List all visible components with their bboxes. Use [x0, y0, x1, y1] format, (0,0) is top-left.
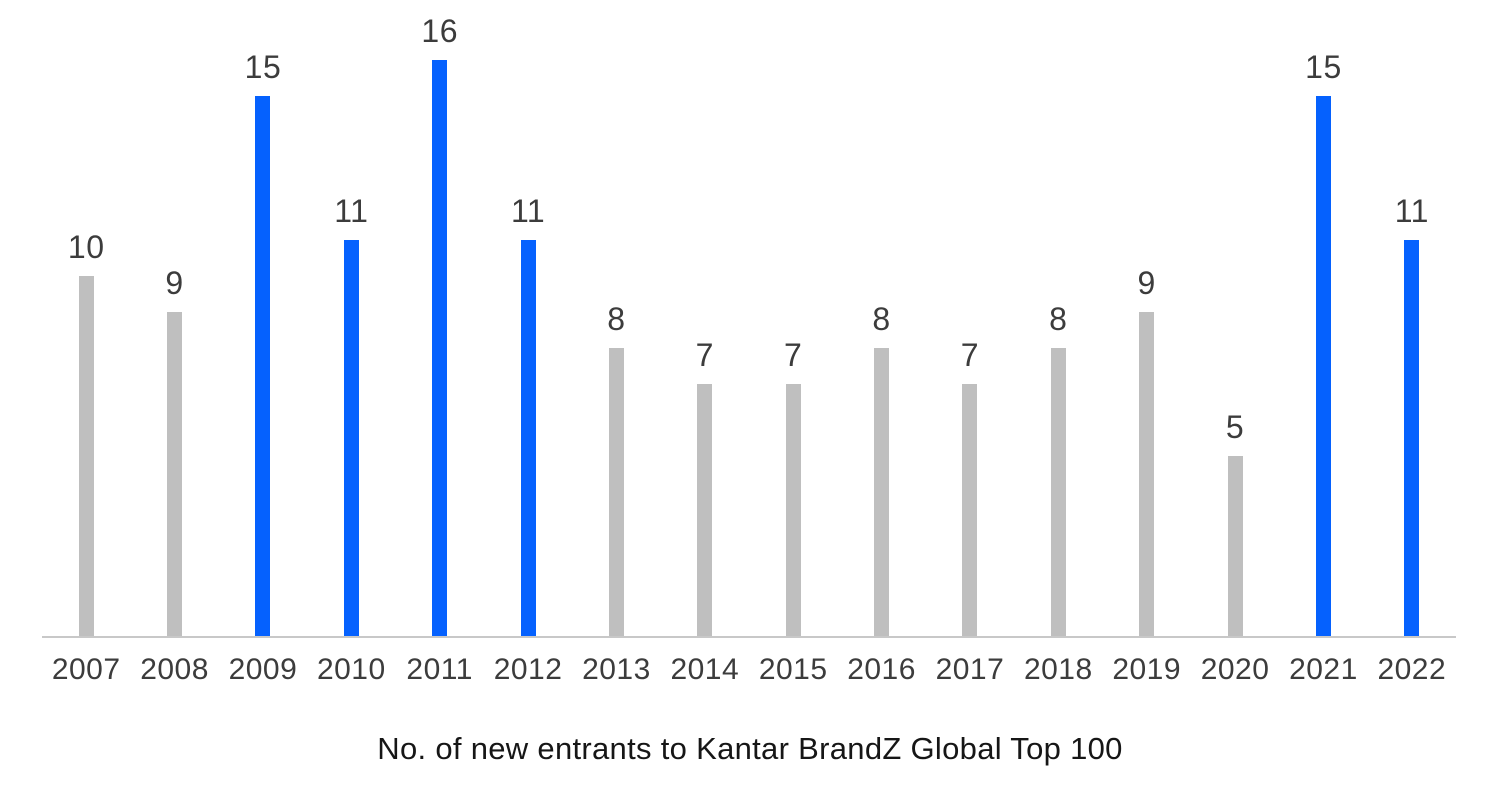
bar-value-label: 9 [165, 265, 184, 301]
bar-column: 11 [484, 0, 572, 636]
bar [1139, 312, 1155, 636]
x-tick-label: 2016 [847, 653, 916, 686]
x-tick-label: 2019 [1112, 653, 1182, 686]
bar [432, 60, 448, 636]
bar-value-label: 8 [872, 301, 891, 337]
bar [520, 240, 536, 636]
bar-column: 8 [572, 0, 660, 636]
x-tick-label: 2008 [140, 653, 209, 686]
bar [608, 348, 624, 636]
bar-column: 8 [837, 0, 925, 636]
bar-value-label: 7 [695, 337, 714, 373]
bar-column: 16 [396, 0, 484, 636]
bar [785, 384, 801, 636]
bar-column: 7 [926, 0, 1014, 636]
bar-value-label: 11 [1394, 193, 1429, 229]
bar-value-label: 8 [607, 301, 626, 337]
bar-column: 15 [1279, 0, 1367, 636]
bar-column: 11 [307, 0, 395, 636]
chart-title: No. of new entrants to Kantar BrandZ Glo… [377, 731, 1123, 766]
bar-value-label: 11 [510, 193, 546, 229]
bar [78, 276, 94, 636]
bar [1227, 456, 1243, 636]
bar-column: 9 [130, 0, 218, 636]
x-tick-label: 2018 [1023, 653, 1093, 686]
x-tick-label: 2010 [316, 653, 386, 686]
bar-column: 15 [219, 0, 307, 636]
bar [962, 384, 978, 636]
plot-area: 10 9 15 11 16 11 8 7 7 8 7 8 9 5 [42, 0, 1456, 636]
x-tick-label: 2020 [1200, 653, 1270, 686]
bar-column: 5 [1191, 0, 1279, 636]
x-tick-label: 2014 [670, 653, 740, 686]
x-tick-label: 2007 [51, 653, 121, 686]
bar-column: 7 [661, 0, 749, 636]
x-tick-label: 2022 [1377, 653, 1447, 686]
bar [1404, 240, 1420, 636]
x-tick-label: 2012 [493, 653, 563, 686]
bar [255, 96, 271, 636]
x-axis-tick-labels: 2007 2008 2009 2010 2011 2012 2013 2014 2015 2016… [42, 652, 1456, 688]
bar [343, 240, 359, 636]
bar-column: 11 [1368, 0, 1456, 636]
bar-column: 9 [1103, 0, 1191, 636]
bar [167, 312, 183, 636]
bar-value-label: 15 [1305, 49, 1342, 85]
bar-value-label: 7 [960, 337, 980, 373]
x-axis-line [42, 636, 1456, 638]
x-tick-label: 2017 [935, 653, 1005, 686]
bar-value-label: 10 [67, 229, 105, 265]
bar [1050, 348, 1066, 636]
bar-columns: 10 9 15 11 16 11 8 7 7 8 7 8 9 5 [42, 0, 1456, 636]
bar-value-label: 7 [784, 337, 803, 373]
bar [1315, 96, 1331, 636]
x-tick-label: 2021 [1289, 653, 1358, 686]
x-tick-label: 2013 [582, 653, 651, 686]
bar-value-label: 15 [244, 49, 282, 85]
bar-value-label: 16 [421, 13, 458, 49]
bar-column: 8 [1014, 0, 1102, 636]
bar-value-label: 8 [1049, 301, 1068, 337]
bar-value-label: 5 [1225, 409, 1245, 445]
bar-column: 7 [749, 0, 837, 636]
bar [874, 348, 890, 636]
bar [697, 384, 713, 636]
bar-column: 10 [42, 0, 130, 636]
x-tick-label: 2015 [758, 653, 828, 686]
bar-value-label: 11 [334, 193, 369, 229]
x-tick-label: 2011 [406, 653, 473, 686]
bar-value-label: 9 [1137, 265, 1156, 301]
x-tick-label: 2009 [228, 653, 298, 686]
